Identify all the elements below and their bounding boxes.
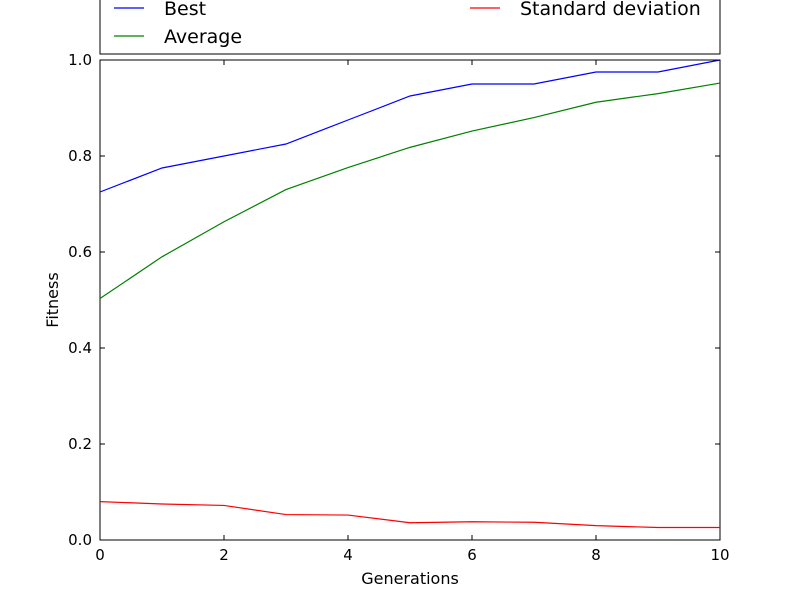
x-tick-label: 10: [710, 546, 729, 564]
x-tick-label: 6: [467, 546, 477, 564]
plot-area: [99, 59, 721, 541]
y-tick-label: 0.6: [68, 243, 92, 261]
x-tick-label: 2: [219, 546, 229, 564]
legend-label-best: Best: [164, 0, 206, 20]
series-line-standard-deviation: [99, 501, 720, 529]
legend-box: [99, 0, 721, 55]
legend-label-standard-deviation: Standard deviation: [520, 0, 701, 20]
x-tick-label: 4: [343, 546, 353, 564]
x-axis-label: Generations: [361, 569, 459, 588]
series-line-best: [99, 59, 721, 193]
y-tick-label: 0.4: [68, 339, 92, 357]
y-axis-label: Fitness: [43, 272, 62, 327]
series-layer: [99, 59, 721, 529]
y-tick-label: 0.2: [68, 435, 92, 453]
y-tick-label: 0.0: [68, 531, 92, 549]
x-tick-label: 0: [95, 546, 105, 564]
legend-label-average: Average: [164, 26, 242, 48]
series-line-average: [99, 82, 721, 300]
legend: Best Average Standard deviation: [99, 0, 721, 55]
ticks-layer: 0 2 4 6 8 10 0.0 0.2 0.4 0.6 0.8 1.0: [68, 51, 729, 564]
y-tick-label: 0.8: [68, 147, 92, 165]
x-tick-label: 8: [591, 546, 601, 564]
y-tick-label: 1.0: [68, 51, 92, 69]
